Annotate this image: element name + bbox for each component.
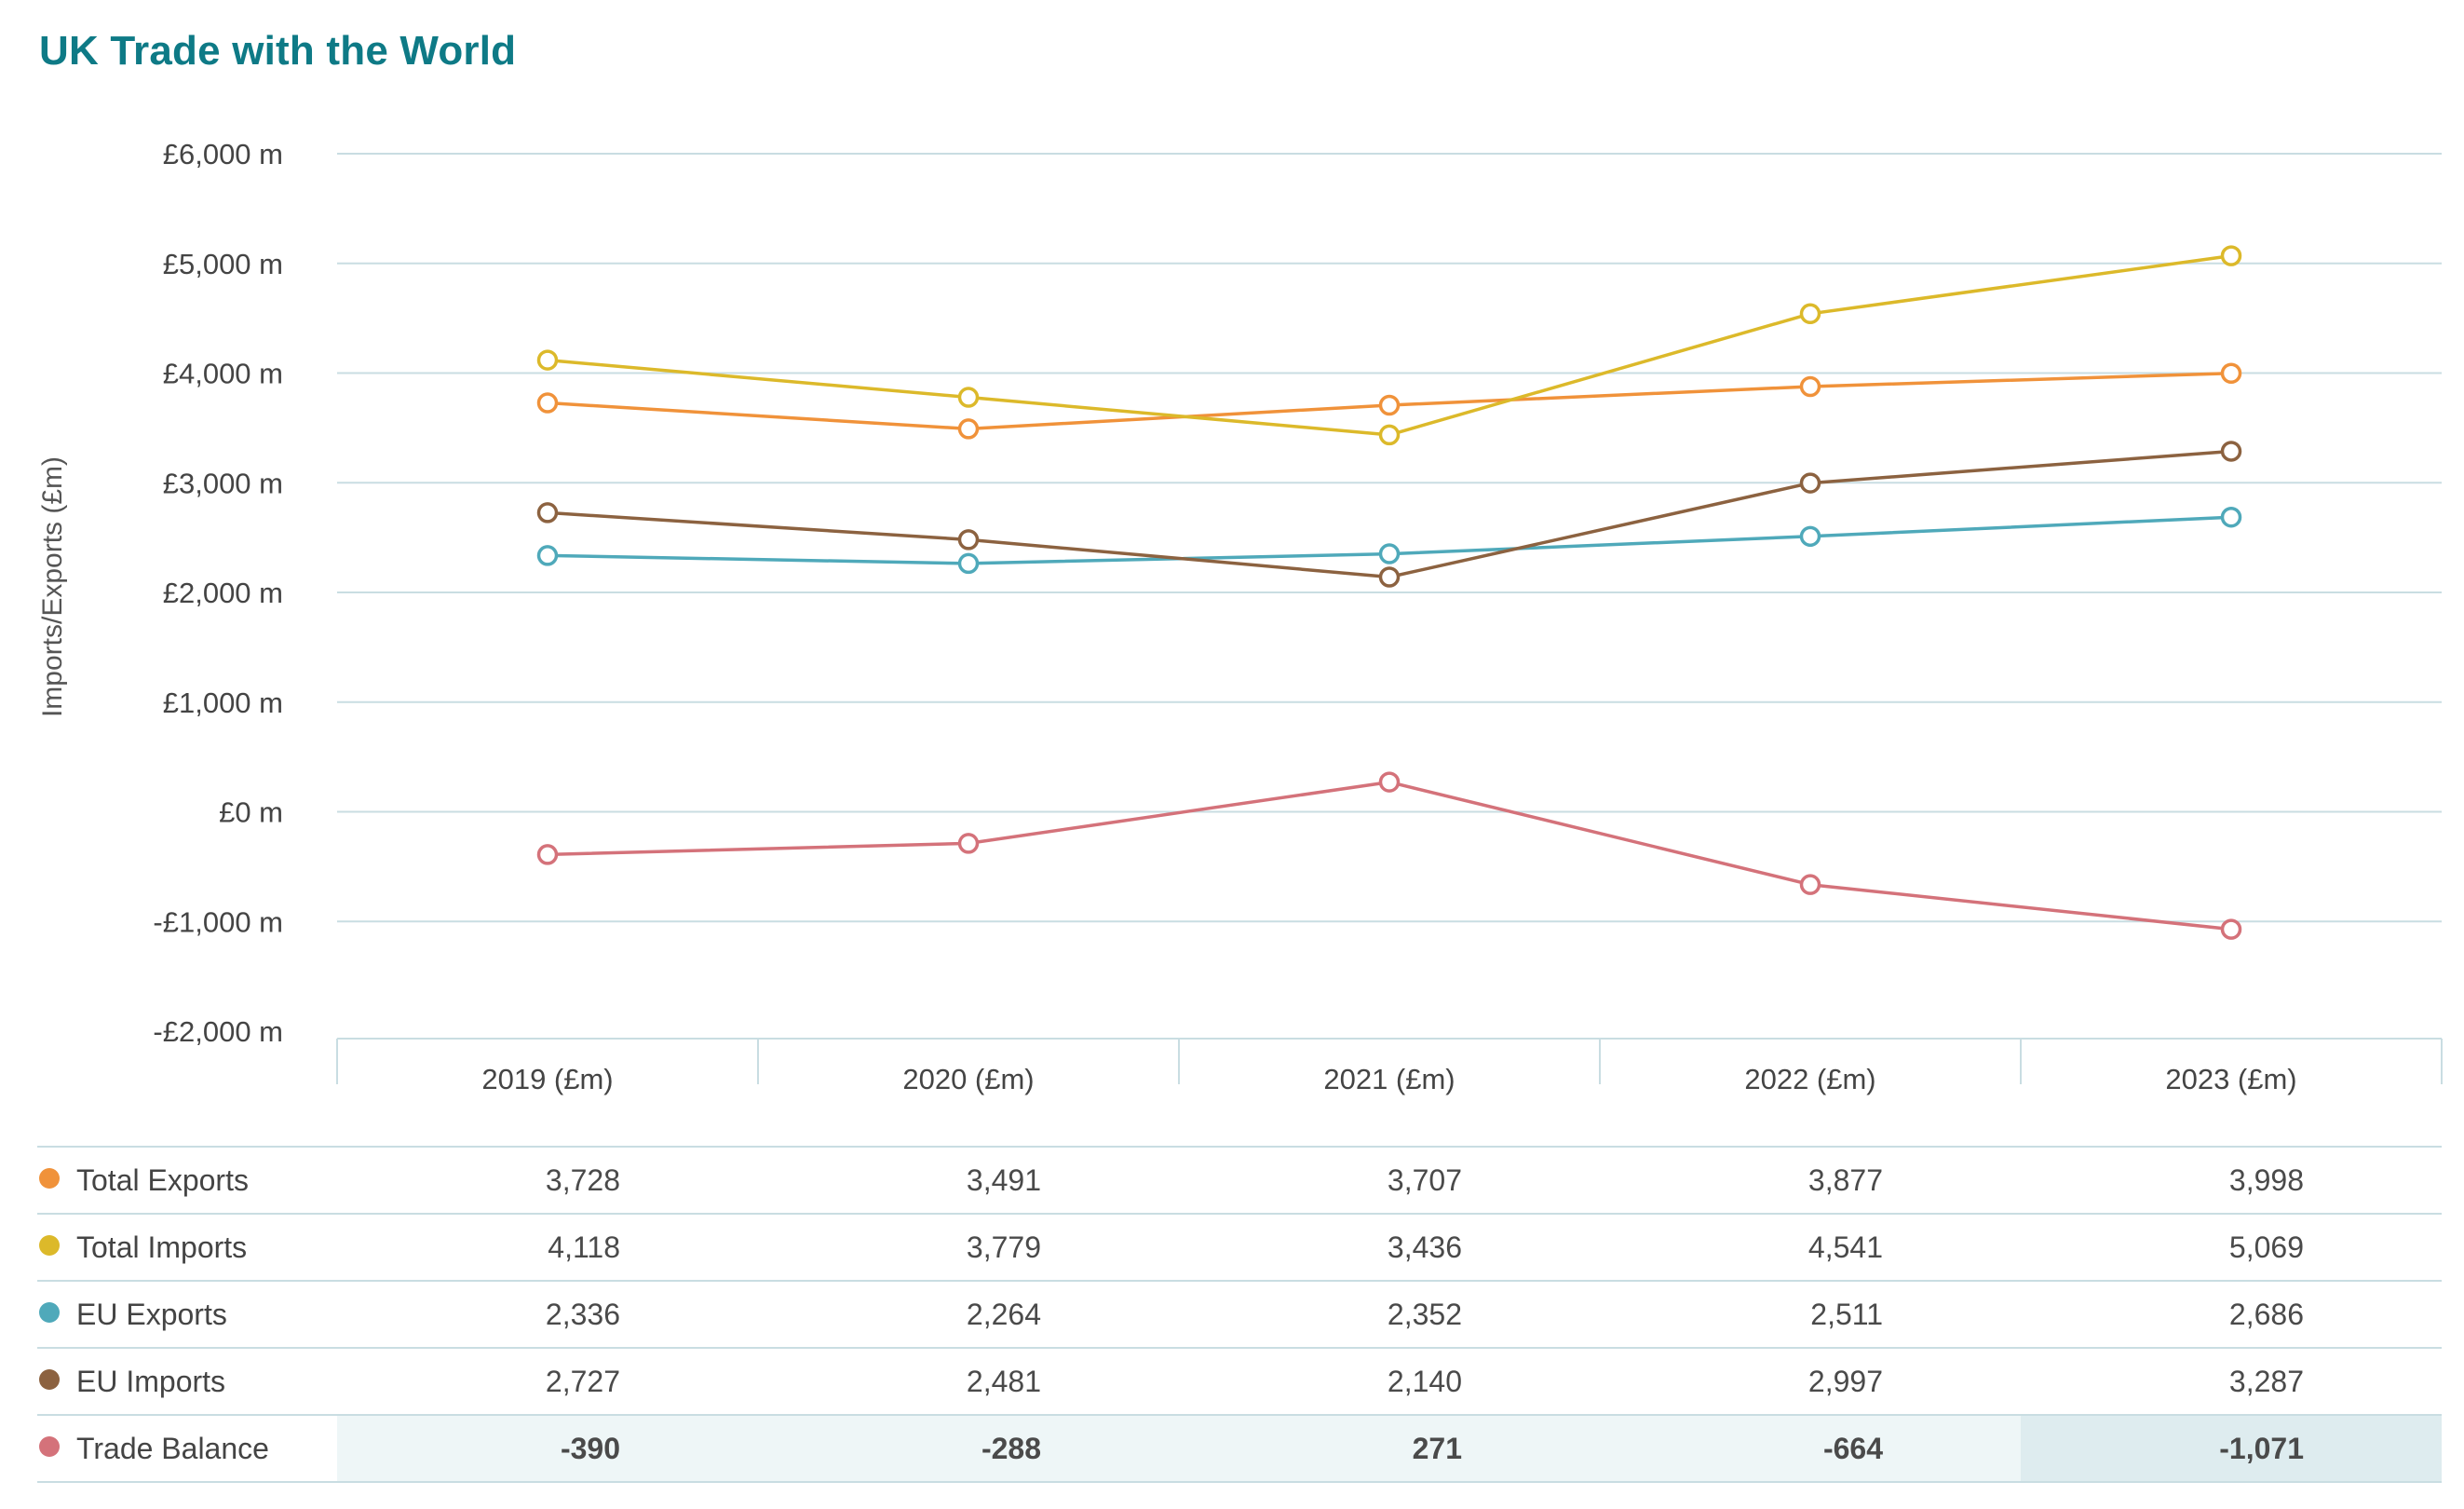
legend-swatch [39,1369,60,1391]
chart-title: UK Trade with the World [39,28,517,74]
table-cell: -664 [1600,1415,2021,1483]
data-point[interactable] [536,392,559,414]
x-tick-label: 2021 (£m) [1323,1063,1455,1095]
table-cell: 3,779 [758,1214,1179,1282]
data-point[interactable] [1799,472,1821,494]
data-point[interactable] [1799,375,1821,398]
table-cell: 2,686 [2021,1281,2442,1349]
data-point[interactable] [2220,441,2242,462]
data-point[interactable] [2220,506,2242,528]
y-tick-label: -£1,000 m [153,905,283,938]
y-tick-label: £1,000 m [163,687,283,719]
legend-swatch [39,1302,60,1324]
table-cell: 2,997 [1600,1348,2021,1416]
data-point[interactable] [536,502,559,523]
legend-swatch [39,1436,60,1458]
data-point[interactable] [1378,424,1401,446]
table-cell: 271 [1179,1415,1600,1483]
legend-entry: Total Exports [37,1146,337,1215]
table-cell: 2,352 [1179,1281,1600,1349]
table-cell: 2,336 [337,1281,758,1349]
series-total-exports [536,362,2242,440]
table-cell: 3,287 [2021,1348,2442,1416]
table-cell: 3,728 [337,1146,758,1215]
y-tick-label: -£2,000 m [153,1015,283,1048]
data-point[interactable] [1378,566,1401,588]
line-chart: £6,000 m £5,000 m £4,000 m £3,000 m £2,000 m… [37,138,2443,1095]
y-tick-label: £3,000 m [163,467,283,499]
table-cell: -390 [337,1415,758,1483]
x-tick-label: 2020 (£m) [902,1063,1034,1095]
data-point[interactable] [1378,771,1401,793]
table-cell: 2,511 [1600,1281,2021,1349]
table-row: Trade Balance -390 -288 271 -664 -1,071 [37,1415,2442,1483]
data-point[interactable] [1378,394,1401,416]
data-point[interactable] [2220,362,2242,384]
data-point[interactable] [1378,543,1401,564]
table-cell: -288 [758,1415,1179,1483]
data-point[interactable] [957,833,980,854]
data-table: Total Exports 3,728 3,491 3,707 3,877 3,998 To… [37,1146,2442,1483]
data-point[interactable] [2220,918,2242,940]
table-cell: 3,436 [1179,1214,1600,1282]
table-row: Total Exports 3,728 3,491 3,707 3,877 3,998 [37,1146,2442,1215]
y-tick-label: £4,000 m [163,358,283,390]
x-tick-label: 2023 (£m) [2165,1063,2296,1095]
data-point[interactable] [2220,245,2242,266]
y-tick-label: £0 m [219,796,283,829]
table-cell: 4,118 [337,1214,758,1282]
series-eu-exports [536,506,2242,575]
series-trade-balance [536,771,2242,940]
table-cell: 2,727 [337,1348,758,1416]
table-cell: -1,071 [2021,1415,2442,1483]
data-point[interactable] [536,545,559,566]
legend-label: EU Imports [76,1365,226,1399]
legend-label: Trade Balance [76,1432,269,1466]
series-lines [536,245,2242,940]
x-axis: 2019 (£m) 2020 (£m) 2021 (£m) 2022 (£m) 2023… [336,1038,2443,1095]
table-cell: 2,481 [758,1348,1179,1416]
x-tick-label: 2022 (£m) [1744,1063,1875,1095]
table-cell: 3,877 [1600,1146,2021,1215]
data-point[interactable] [1799,525,1821,548]
data-point[interactable] [957,418,980,440]
legend-label: EU Exports [76,1298,227,1332]
series-line [547,780,2232,931]
table-cell: 3,707 [1179,1146,1600,1215]
data-point[interactable] [536,349,559,371]
y-tick-label: £6,000 m [163,138,283,170]
table-cell: 2,140 [1179,1348,1600,1416]
table-cell: 3,998 [2021,1146,2442,1215]
y-tick-label: £2,000 m [163,577,283,609]
data-point[interactable] [1799,303,1821,325]
data-point[interactable] [536,844,559,865]
legend-swatch [39,1235,60,1257]
table-row: EU Exports 2,336 2,264 2,352 2,511 2,686 [37,1281,2442,1349]
y-tick-label: £5,000 m [163,248,283,280]
data-point[interactable] [957,387,980,408]
table-cell: 5,069 [2021,1214,2442,1282]
y-axis-tick-labels: £6,000 m £5,000 m £4,000 m £3,000 m £2,000 m… [153,138,283,1048]
legend-swatch [39,1168,60,1190]
legend-label: Total Imports [76,1230,248,1265]
table-cell: 3,491 [758,1146,1179,1215]
table-cell: 4,541 [1600,1214,2021,1282]
legend-entry: EU Imports [37,1348,337,1416]
series-total-imports [536,245,2242,446]
x-tick-label: 2019 (£m) [481,1063,613,1095]
table-row: EU Imports 2,727 2,481 2,140 2,997 3,287 [37,1348,2442,1416]
y-axis-title: Imports/Exports (£m) [37,456,68,717]
legend-entry: EU Exports [37,1281,337,1349]
legend-entry: Trade Balance [37,1415,337,1483]
data-point[interactable] [1799,874,1821,895]
legend-entry: Total Imports [37,1214,337,1282]
data-point[interactable] [957,552,980,575]
legend-label: Total Exports [76,1163,249,1198]
data-point[interactable] [957,529,980,551]
table-row: Total Imports 4,118 3,779 3,436 4,541 5,069 [37,1214,2442,1282]
series-eu-imports [536,441,2242,588]
table-cell: 2,264 [758,1281,1179,1349]
